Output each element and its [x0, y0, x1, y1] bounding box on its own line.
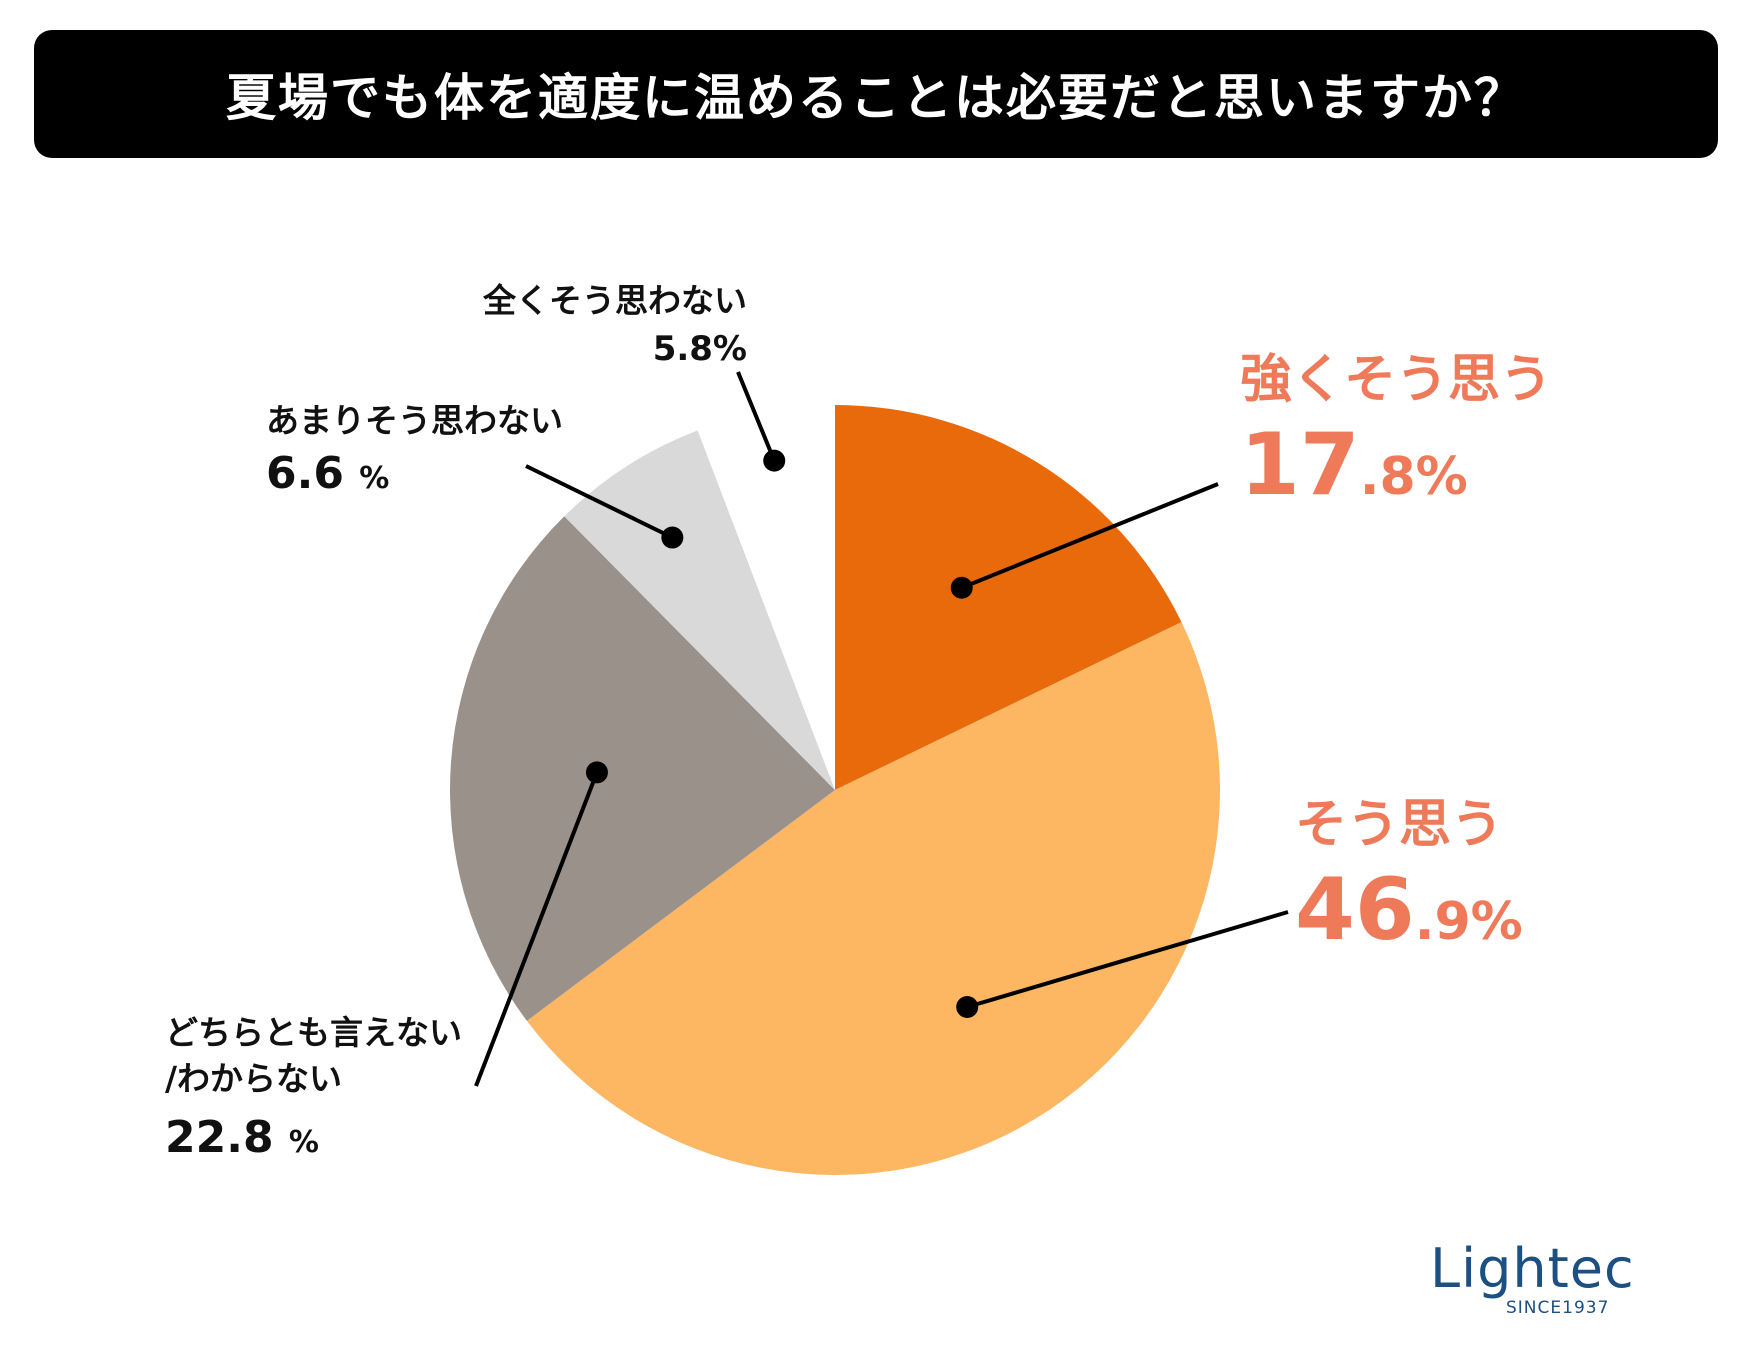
- slice-value-4: 5.8%: [652, 329, 747, 369]
- slice-value-0: 17.8%: [1240, 415, 1468, 515]
- leader-line-4: [736, 371, 777, 462]
- leader-line-0: [960, 482, 1219, 590]
- leader-dot-1: [956, 995, 979, 1018]
- pie-slice-4: [697, 405, 835, 790]
- logo-wordmark: Lightec: [1430, 1237, 1635, 1300]
- slice-name-0: 強くそう思う: [1240, 350, 1553, 410]
- slice-label-1: そう思う 46.9%: [1295, 790, 1523, 972]
- leader-dot-0: [950, 576, 973, 599]
- slice-name-3: あまりそう思わない: [266, 401, 563, 440]
- slice-name-2: どちらとも言えない /わからない: [165, 1013, 462, 1098]
- slice-name-4: 全くそう思わない: [483, 281, 747, 320]
- logo-since: SINCE1937: [1506, 1298, 1610, 1318]
- pie-slice-0: [835, 405, 1182, 790]
- slice-value-1: 46.9%: [1295, 860, 1523, 960]
- leader-dot-3: [661, 526, 684, 549]
- slice-label-4: 全くそう思わない 5.8%: [483, 278, 747, 374]
- slice-label-2: どちらとも言えない /わからない 22.8 %: [165, 1010, 462, 1173]
- leader-line-2: [474, 771, 599, 1087]
- slice-label-3: あまりそう思わない 6.6 %: [266, 398, 563, 509]
- leader-line-3: [525, 464, 674, 540]
- pie-slice-2: [450, 516, 835, 1021]
- slice-value-2: 22.8 %: [165, 1112, 319, 1163]
- pie-slice-3: [564, 430, 835, 790]
- slice-name-1: そう思う: [1295, 795, 1504, 855]
- title-bar: 夏場でも体を適度に温めることは必要だと思いますか？: [34, 30, 1718, 158]
- chart-title: 夏場でも体を適度に温めることは必要だと思いますか？: [226, 69, 1526, 127]
- pie-slice-1: [526, 622, 1220, 1175]
- lightec-logo: Lightec SINCE1937: [1430, 1237, 1635, 1319]
- leader-dot-2: [585, 761, 608, 784]
- slice-label-0: 強くそう思う 17.8%: [1240, 345, 1552, 527]
- leader-dot-4: [763, 449, 786, 472]
- leader-line-1: [966, 910, 1289, 1009]
- slice-value-3: 6.6 %: [266, 448, 390, 499]
